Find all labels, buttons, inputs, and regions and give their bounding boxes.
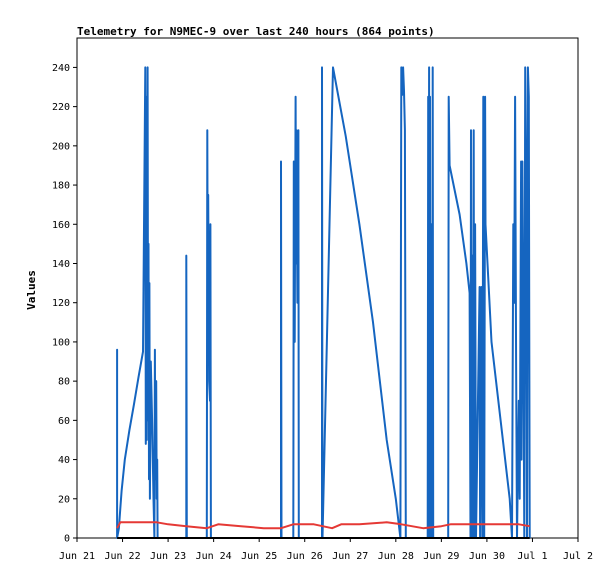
chart-title: Telemetry for N9MEC-9 over last 240 hour… — [77, 25, 435, 38]
series-line-2 — [116, 521, 530, 530]
y-tick-label: 160 — [52, 220, 70, 231]
x-axis: Jun 21 Jun 22 Jun 23 Jun 24 Jun 25 Jun 26 Jun … — [59, 538, 593, 562]
x-tick-label: Jun 21 — [59, 551, 95, 562]
x-tick-label: Jun 29 — [423, 551, 459, 562]
y-tick-label: 80 — [58, 377, 70, 388]
y-tick-label: 0 — [64, 534, 70, 545]
y-axis-label: Values — [25, 270, 38, 310]
y-tick-label: 240 — [52, 63, 70, 74]
y-tick-label: 180 — [52, 181, 70, 192]
x-tick-label: Jun 24 — [196, 551, 232, 562]
x-tick-label: Jun 22 — [104, 551, 140, 562]
y-tick-label: 220 — [52, 102, 70, 113]
y-tick-label: 40 — [58, 455, 70, 466]
x-tick-label: Jun 23 — [150, 551, 186, 562]
y-tick-label: 140 — [52, 259, 70, 270]
series-layer — [116, 66, 531, 539]
y-tick-label: 20 — [58, 494, 70, 505]
x-tick-label: Jun 30 — [469, 551, 505, 562]
x-tick-label: Jun 26 — [287, 551, 323, 562]
y-tick-label: 60 — [58, 416, 70, 427]
y-tick-label: 100 — [52, 337, 70, 348]
x-tick-label: Jun 28 — [378, 551, 414, 562]
x-tick-label: Jun 27 — [332, 551, 368, 562]
x-tick-label: Jul 2 — [563, 551, 593, 562]
y-axis: 0 20 40 60 80 100 120 140 160 180 200 220 240 — [52, 63, 77, 545]
y-tick-label: 200 — [52, 141, 70, 152]
x-tick-label: Jul 1 — [517, 551, 547, 562]
y-tick-label: 120 — [52, 298, 70, 309]
x-tick-label: Jun 25 — [241, 551, 277, 562]
